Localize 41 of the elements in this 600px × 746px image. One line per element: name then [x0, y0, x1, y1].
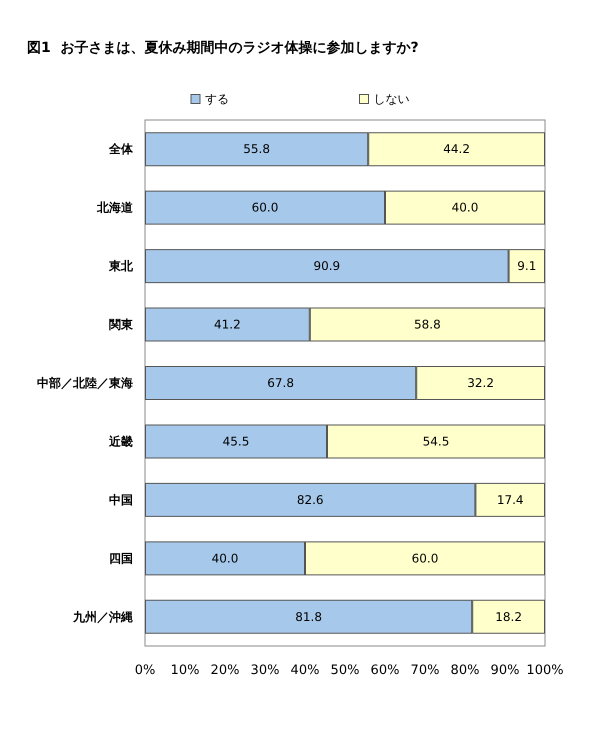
- data-label: 44.2: [443, 142, 470, 156]
- x-tick-label: 70%: [410, 663, 440, 678]
- chart-title: 図1 お子さまは、夏休み期間中のラジオ体操に参加しますか?: [27, 39, 419, 56]
- x-tick-label: 90%: [490, 663, 520, 678]
- data-label: 45.5: [222, 434, 250, 448]
- y-tick-label: 中部／北陸／東海: [37, 376, 133, 390]
- y-tick-label: 近畿: [108, 434, 133, 448]
- y-tick-label: 九州／沖縄: [72, 610, 133, 624]
- data-label: 67.8: [267, 376, 294, 390]
- data-label: 40.0: [212, 551, 238, 566]
- x-tick-label: 10%: [170, 663, 200, 678]
- x-tick-label: 80%: [450, 663, 480, 678]
- data-label: 17.4: [496, 492, 524, 507]
- x-tick-label: 100%: [526, 663, 564, 678]
- data-label: 54.5: [422, 434, 450, 448]
- data-label: 55.8: [243, 142, 270, 156]
- x-tick-label: 60%: [370, 663, 400, 678]
- data-label: 82.6: [296, 492, 324, 507]
- y-tick-label: 東北: [108, 259, 134, 274]
- y-tick-label: 四国: [109, 551, 133, 566]
- y-tick-label: 中国: [109, 492, 133, 507]
- y-tick-label: 関東: [109, 318, 134, 332]
- legend-label: する: [205, 92, 229, 106]
- x-tick-label: 40%: [290, 663, 320, 678]
- legend-label: しない: [374, 92, 410, 106]
- x-tick-label: 20%: [210, 663, 240, 678]
- x-tick-label: 50%: [330, 663, 360, 678]
- data-label: 40.0: [452, 200, 478, 215]
- data-label: 60.0: [252, 200, 278, 215]
- data-label: 90.9: [313, 259, 340, 274]
- data-label: 81.8: [295, 610, 322, 624]
- y-tick-label: 北海道: [96, 200, 134, 215]
- x-tick-label: 0%: [134, 663, 156, 678]
- data-label: 60.0: [412, 551, 438, 566]
- data-label: 58.8: [414, 318, 441, 332]
- data-label: 41.2: [214, 318, 241, 332]
- y-tick-label: 全体: [108, 142, 134, 156]
- data-label: 9.1: [517, 259, 536, 274]
- data-label: 18.2: [495, 610, 522, 624]
- data-label: 32.2: [467, 376, 494, 390]
- x-tick-label: 30%: [250, 663, 280, 678]
